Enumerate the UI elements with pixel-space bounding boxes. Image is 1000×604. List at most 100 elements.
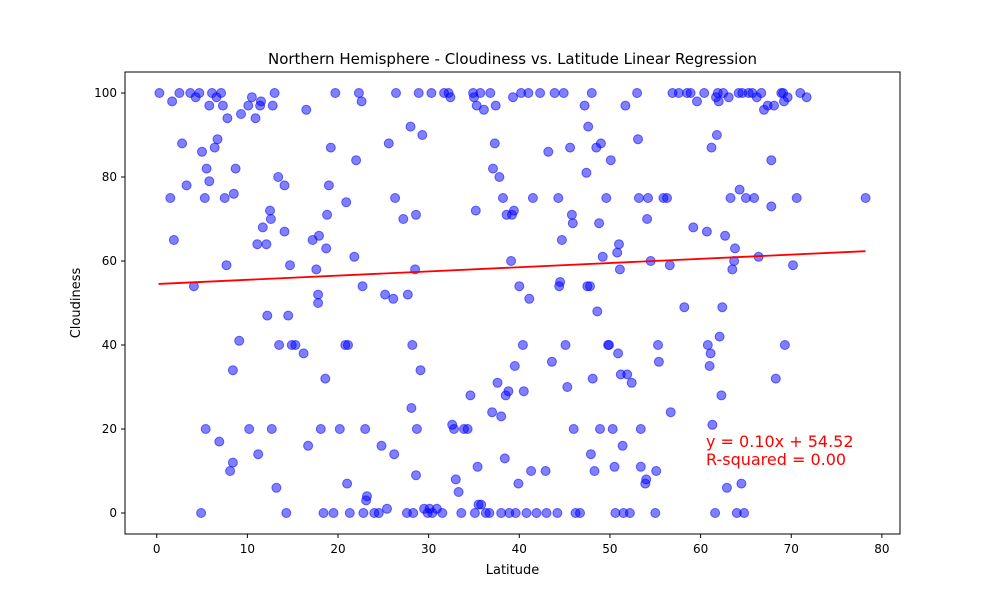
- data-point: [219, 193, 230, 203]
- data-point: [496, 411, 507, 422]
- points-layer: [154, 88, 871, 518]
- data-point: [174, 88, 185, 98]
- data-point: [540, 466, 551, 476]
- data-point: [546, 356, 557, 367]
- data-point: [558, 88, 569, 98]
- data-point: [261, 239, 272, 250]
- data-point: [315, 424, 326, 434]
- data-point: [567, 218, 578, 229]
- data-point: [508, 205, 519, 216]
- data-point: [328, 508, 339, 518]
- data-point: [518, 386, 529, 397]
- data-point: [256, 96, 266, 107]
- data-point: [199, 193, 210, 203]
- data-point: [383, 138, 394, 149]
- data-point: [382, 503, 392, 514]
- x-tick-label: 70: [784, 542, 799, 556]
- data-point: [269, 88, 280, 98]
- data-point: [527, 193, 538, 203]
- data-point: [314, 230, 324, 241]
- data-point: [279, 180, 290, 191]
- data-point: [216, 88, 227, 98]
- data-point: [465, 390, 476, 401]
- data-point: [685, 88, 696, 98]
- data-point: [353, 88, 364, 98]
- data-point: [177, 138, 188, 149]
- data-point: [221, 260, 232, 271]
- data-point: [653, 356, 664, 367]
- regression-line: [158, 250, 866, 285]
- data-point: [595, 424, 605, 434]
- data-point: [740, 193, 751, 203]
- data-point: [342, 478, 353, 489]
- data-point: [234, 335, 245, 346]
- y-axis-label: Cloudiness: [69, 268, 84, 339]
- data-point: [456, 508, 467, 518]
- data-point: [643, 193, 653, 203]
- data-point: [390, 193, 401, 203]
- data-point: [589, 466, 600, 476]
- data-point: [351, 155, 362, 166]
- data-point: [214, 436, 225, 447]
- x-tick-label: 30: [421, 542, 436, 556]
- data-point: [565, 142, 576, 153]
- chart-title: Northern Hemisphere - Cloudiness vs. Lat…: [268, 50, 757, 68]
- data-point: [566, 209, 577, 220]
- data-point: [612, 247, 623, 258]
- data-point: [197, 146, 207, 157]
- data-point: [510, 508, 521, 518]
- x-tick-label: 0: [153, 542, 161, 556]
- data-point: [476, 499, 487, 510]
- data-point: [609, 461, 620, 472]
- data-point: [581, 167, 592, 178]
- data-point: [770, 373, 781, 384]
- data-point: [362, 491, 372, 502]
- x-tick-label: 80: [874, 542, 889, 556]
- data-point: [714, 331, 725, 342]
- data-point: [257, 222, 268, 233]
- data-point: [246, 92, 257, 103]
- data-point: [313, 289, 324, 300]
- data-point: [283, 310, 294, 321]
- data-point: [711, 130, 722, 140]
- data-point: [204, 176, 215, 187]
- data-point: [279, 226, 290, 237]
- data-point: [398, 214, 409, 224]
- data-point: [543, 146, 554, 157]
- data-point: [406, 403, 417, 413]
- data-point: [717, 302, 728, 313]
- data-point: [181, 180, 192, 191]
- y-tick-label: 100: [94, 86, 117, 100]
- data-point: [225, 466, 236, 476]
- data-point: [154, 88, 165, 98]
- data-point: [445, 92, 456, 103]
- data-point: [553, 193, 564, 203]
- data-point: [341, 197, 352, 208]
- data-point: [490, 100, 501, 111]
- data-point: [664, 260, 675, 271]
- data-point: [230, 163, 241, 174]
- data-point: [380, 289, 391, 300]
- data-point: [705, 348, 716, 359]
- data-point: [624, 508, 635, 518]
- data-point: [168, 235, 179, 245]
- x-tick-label: 50: [602, 542, 617, 556]
- data-point: [274, 340, 285, 350]
- data-point: [769, 100, 779, 111]
- data-point: [633, 193, 644, 203]
- x-axis-label: Latitude: [486, 563, 540, 578]
- data-point: [356, 96, 367, 107]
- data-point: [194, 88, 205, 98]
- data-point: [391, 88, 401, 98]
- data-point: [734, 184, 745, 195]
- data-point: [562, 382, 573, 392]
- data-point: [320, 373, 331, 384]
- data-point: [407, 340, 418, 350]
- data-point: [568, 424, 579, 434]
- data-point: [499, 453, 510, 464]
- data-point: [494, 172, 505, 182]
- data-point: [788, 260, 798, 271]
- data-point: [484, 508, 495, 518]
- data-point: [617, 440, 628, 451]
